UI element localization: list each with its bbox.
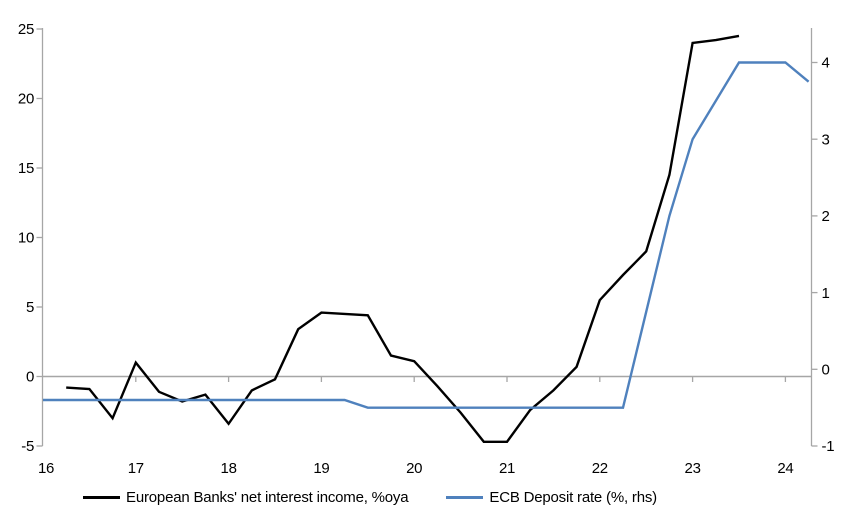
zero-gridline [42, 375, 812, 382]
legend-label-net-interest-income: European Banks' net interest income, %oy… [126, 489, 409, 506]
right-axis-tick-label: 0 [822, 362, 830, 379]
right-axis-tick-label: -1 [822, 438, 835, 455]
right-axis-tick-label: 3 [822, 131, 830, 148]
x-axis-labels: 16 17 18 19 20 21 22 23 24 [38, 460, 794, 477]
left-axis-tick-label: 20 [18, 91, 34, 108]
left-axis-tick-label: 0 [26, 369, 34, 386]
left-axis-tick-label: 15 [18, 160, 34, 177]
left-axis-tick-label: 10 [18, 230, 34, 247]
right-axis-tick-label: 1 [822, 285, 830, 302]
right-axis-tick-label: 4 [822, 55, 830, 72]
x-axis-tick-label: 19 [313, 460, 329, 477]
left-axis: -5 0 5 10 15 20 25 [18, 21, 44, 455]
x-axis-tick-label: 23 [685, 460, 701, 477]
legend-label-ecb-deposit-rate: ECB Deposit rate (%, rhs) [489, 489, 657, 506]
data-series [43, 34, 810, 443]
series-line-1 [43, 61, 810, 409]
x-axis-tick-label: 21 [499, 460, 515, 477]
right-axis-tick-label: 2 [822, 208, 830, 225]
legend-item-ecb-deposit-rate: ECB Deposit rate (%, rhs) [446, 489, 657, 506]
x-axis-tick-label: 24 [777, 460, 793, 477]
right-axis: -1 0 1 2 3 4 [810, 28, 835, 455]
x-axis-tick-label: 17 [128, 460, 144, 477]
legend: European Banks' net interest income, %oy… [0, 489, 740, 506]
series-line-0 [66, 34, 740, 443]
legend-line-swatch-blue [446, 496, 484, 499]
x-axis-tick-label: 20 [406, 460, 422, 477]
legend-line-swatch-black [83, 496, 121, 499]
left-axis-tick-label: 5 [26, 299, 34, 316]
x-axis-tick-label: 16 [38, 460, 54, 477]
legend-item-net-interest-income: European Banks' net interest income, %oy… [83, 489, 409, 506]
x-axis-tick-label: 22 [592, 460, 608, 477]
x-axis-tick-label: 18 [221, 460, 237, 477]
left-axis-tick-label: 25 [18, 21, 34, 38]
left-axis-tick-label: -5 [21, 438, 34, 455]
